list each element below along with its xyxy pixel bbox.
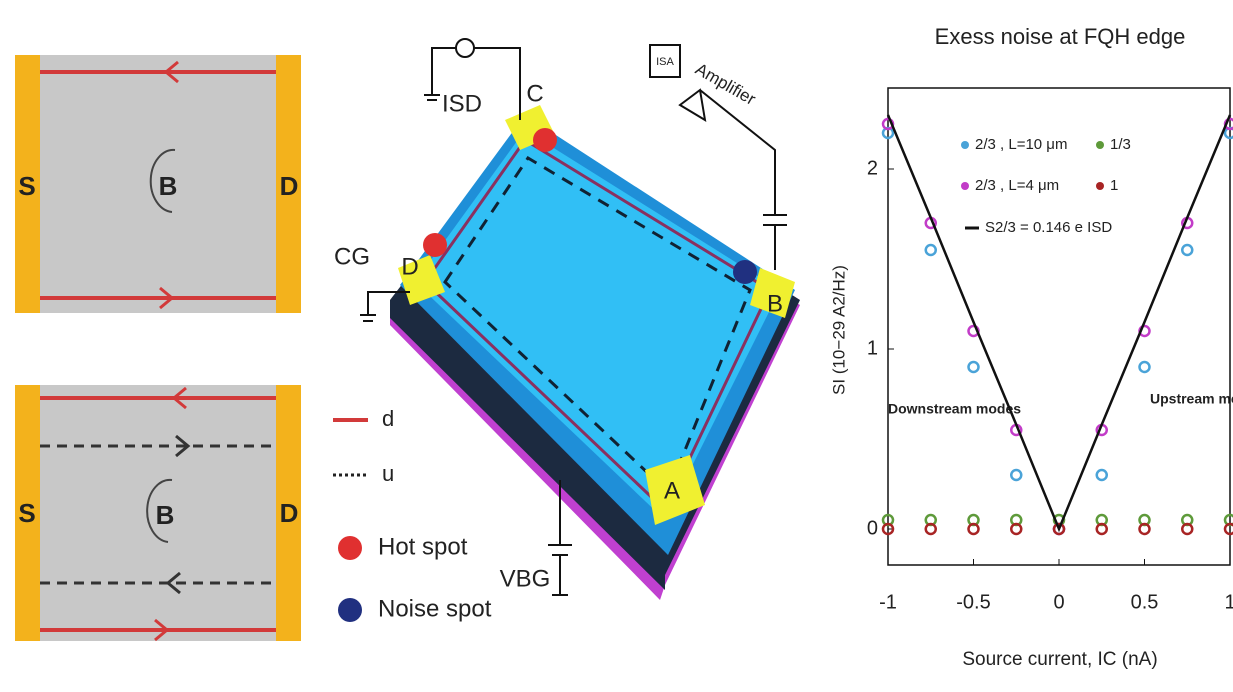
data-point: [1095, 468, 1108, 482]
legend-label: S2/3 = 0.146 e ISD: [985, 219, 1112, 236]
data-point: [1181, 522, 1194, 536]
chart-title: Exess noise at FQH edge: [935, 24, 1186, 49]
x-tick-label: -1: [879, 591, 897, 613]
drain-label: D: [280, 498, 299, 528]
contact-b: B: [767, 290, 783, 317]
x-tick-label: 1: [1224, 591, 1233, 613]
data-point: [1010, 522, 1023, 536]
data-point: [1181, 243, 1194, 257]
x-tick-label: 0.5: [1131, 591, 1159, 613]
data-point: [1095, 522, 1108, 536]
legend-swatch: [961, 141, 969, 149]
y-tick-label: 1: [867, 337, 878, 359]
backgate-label: VBG: [500, 565, 551, 592]
legend-u: u: [382, 461, 394, 486]
legend-label: 1: [1110, 177, 1118, 194]
drain-label: D: [280, 171, 299, 201]
data-point: [1138, 522, 1151, 536]
x-axis-label: Source current, IC (nA): [962, 649, 1157, 670]
legend-d: d: [382, 406, 394, 431]
panel-top: S D B: [15, 55, 301, 313]
data-point: [1138, 360, 1151, 374]
data-point: [967, 360, 980, 374]
isa-box: ISA: [656, 56, 674, 68]
current-label: ISD: [442, 90, 482, 117]
annotation-upstream: Upstream modes: [1150, 391, 1233, 407]
x-tick-label: -0.5: [956, 591, 990, 613]
legend-swatch: [961, 182, 969, 190]
legend-label: 1/3: [1110, 136, 1131, 153]
data-point: [1010, 468, 1023, 482]
x-tick-label: 0: [1053, 591, 1064, 613]
contact-c: C: [526, 80, 543, 107]
gate-label: CG: [334, 243, 370, 270]
legend-label: 2/3 , L=10 μm: [975, 136, 1067, 153]
field-label: B: [159, 171, 178, 201]
data-point: [881, 522, 895, 536]
contact-d: D: [401, 253, 418, 280]
panel-bottom: S D B: [15, 385, 301, 642]
data-point: [1223, 522, 1233, 536]
data-point: [924, 243, 937, 257]
annotation-downstream: Downstream modes: [888, 401, 1021, 417]
legend-hot: Hot spot: [378, 533, 468, 560]
data-point: [924, 522, 937, 536]
source-label: S: [18, 171, 35, 201]
legend-noise: Noise spot: [378, 595, 492, 622]
field-label: B: [156, 500, 175, 530]
y-tick-label: 2: [867, 157, 878, 179]
legend-label: 2/3 , L=4 μm: [975, 177, 1059, 194]
y-axis-label: SI (10−29 A2/Hz): [829, 265, 848, 395]
y-tick-label: 0: [867, 517, 878, 539]
source-label: S: [18, 498, 35, 528]
plot-frame: [887, 87, 1231, 566]
legend-swatch: [1096, 182, 1104, 190]
device: ISA C D B A CG ISD Amplifier VBG d u Hot…: [333, 38, 800, 622]
legend-swatch: [1096, 141, 1104, 149]
fit-line: [886, 114, 1232, 533]
contact-a: A: [664, 477, 680, 504]
data-point: [1052, 522, 1066, 536]
data-point: [967, 522, 980, 536]
